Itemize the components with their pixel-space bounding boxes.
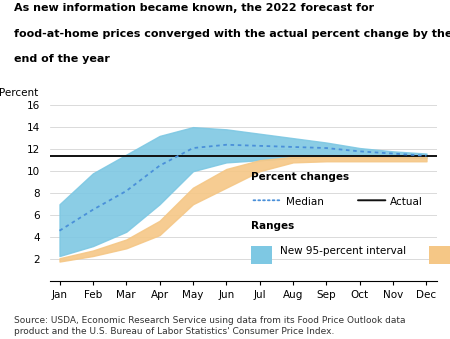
Text: Actual: Actual — [390, 197, 423, 207]
Text: end of the year: end of the year — [14, 54, 109, 64]
Bar — [429, 246, 450, 264]
Text: New 95-percent interval: New 95-percent interval — [280, 246, 406, 256]
Text: Percent: Percent — [0, 88, 38, 98]
Text: Source: USDA, Economic Research Service using data from its Food Price Outlook d: Source: USDA, Economic Research Service … — [14, 316, 405, 336]
Bar — [251, 246, 272, 264]
Text: Median: Median — [286, 197, 324, 207]
Text: Ranges: Ranges — [251, 221, 294, 232]
Text: As new information became known, the 2022 forecast for: As new information became known, the 202… — [14, 3, 373, 13]
Text: Percent changes: Percent changes — [251, 172, 349, 182]
Text: food-at-home prices converged with the actual percent change by the: food-at-home prices converged with the a… — [14, 29, 450, 39]
